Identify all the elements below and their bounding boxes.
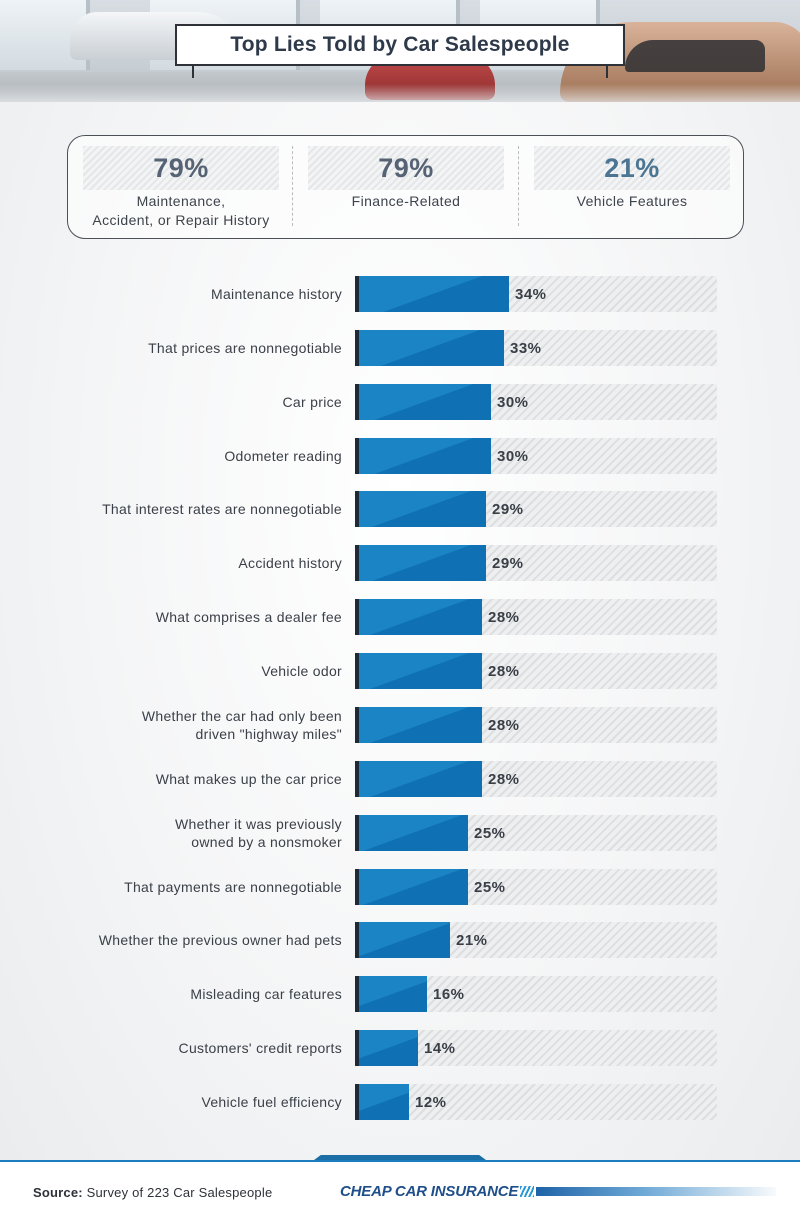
stat-value: 79% — [153, 153, 209, 183]
bar — [355, 491, 486, 527]
category-label: Whether the previous owner had pets — [98, 932, 342, 948]
stat-maintenance: 79% Maintenance, Accident, or Repair His… — [83, 146, 279, 230]
stat-finance: 79% Finance-Related — [308, 146, 504, 211]
bar — [355, 1084, 409, 1120]
value-label: 25% — [474, 878, 506, 896]
bar — [355, 384, 491, 420]
value-label: 16% — [433, 985, 465, 1003]
value-label: 34% — [515, 285, 547, 303]
category-label: That payments are nonnegotiable — [124, 879, 342, 895]
bar — [355, 761, 482, 797]
bar — [355, 653, 482, 689]
bar — [355, 330, 504, 366]
brand-gradient-bar — [536, 1187, 776, 1196]
bar-track — [355, 815, 717, 851]
category-label: Whether it was previously owned by a nons… — [174, 816, 342, 850]
brand-stripes-icon — [520, 1186, 535, 1197]
title-sign-leg — [192, 66, 194, 78]
category-label: Whether the car had only been driven "hig… — [141, 708, 342, 742]
bar-track — [355, 330, 717, 366]
category-label: Car price — [282, 394, 342, 410]
value-label: 25% — [474, 824, 506, 842]
value-label: 33% — [510, 339, 542, 357]
bar-track — [355, 707, 717, 743]
source-text: Survey of 223 Car Salespeople — [86, 1185, 273, 1200]
stat-divider — [292, 146, 293, 226]
category-label: That prices are nonnegotiable — [148, 340, 342, 356]
bar-track — [355, 922, 717, 958]
value-label: 28% — [488, 608, 520, 626]
bar-track — [355, 599, 717, 635]
bar — [355, 276, 509, 312]
value-label: 30% — [497, 393, 529, 411]
value-label: 12% — [415, 1093, 447, 1111]
category-label: Misleading car features — [190, 986, 342, 1002]
bar-track — [355, 1030, 717, 1066]
bar — [355, 545, 486, 581]
category-label: Odometer reading — [224, 448, 342, 464]
bar-track — [355, 438, 717, 474]
value-label: 21% — [456, 931, 488, 949]
bar — [355, 707, 482, 743]
stat-value: 21% — [604, 153, 660, 183]
bar-track — [355, 976, 717, 1012]
bar-track — [355, 491, 717, 527]
source-note: Source: Survey of 223 Car Salespeople — [33, 1185, 272, 1200]
brand-name: CHEAP CAR INSURANCE — [340, 1183, 519, 1200]
value-label: 14% — [424, 1039, 456, 1057]
bar — [355, 815, 468, 851]
stat-label: Vehicle Features — [576, 193, 688, 209]
page-title: Top Lies Told by Car Salespeople — [175, 24, 625, 66]
bar-track — [355, 384, 717, 420]
value-label: 30% — [497, 447, 529, 465]
category-label: That interest rates are nonnegotiable — [102, 501, 342, 517]
brand-logo: CHEAP CAR INSURANCE — [340, 1183, 535, 1200]
value-label: 29% — [492, 500, 524, 518]
category-label: Vehicle fuel efficiency — [201, 1094, 342, 1110]
bar-track — [355, 1084, 717, 1120]
stats-panel: 79% Maintenance, Accident, or Repair His… — [67, 135, 744, 239]
stat-label: Maintenance, Accident, or Repair History — [92, 193, 270, 228]
bar — [355, 1030, 418, 1066]
bar — [355, 922, 450, 958]
bar — [355, 599, 482, 635]
bar-track — [355, 545, 717, 581]
bar-track — [355, 276, 717, 312]
category-label: What makes up the car price — [155, 771, 342, 787]
stat-vehicle-features: 21% Vehicle Features — [534, 146, 730, 211]
bar-track — [355, 761, 717, 797]
stat-divider — [518, 146, 519, 226]
bar — [355, 869, 468, 905]
bar — [355, 976, 427, 1012]
bar-track — [355, 653, 717, 689]
bar-track — [355, 869, 717, 905]
category-label: Customers' credit reports — [178, 1040, 342, 1056]
stat-label: Finance-Related — [351, 193, 461, 209]
category-label: Maintenance history — [211, 286, 342, 302]
category-label: Vehicle odor — [261, 663, 342, 679]
title-sign-leg — [606, 66, 608, 78]
footer-tab — [310, 1155, 490, 1163]
value-label: 28% — [488, 662, 520, 680]
value-label: 29% — [492, 554, 524, 572]
category-label: What comprises a dealer fee — [155, 609, 342, 625]
value-label: 28% — [488, 716, 520, 734]
stat-value: 79% — [378, 153, 434, 183]
value-label: 28% — [488, 770, 520, 788]
bar — [355, 438, 491, 474]
category-label: Accident history — [238, 555, 342, 571]
source-label: Source: — [33, 1185, 83, 1200]
